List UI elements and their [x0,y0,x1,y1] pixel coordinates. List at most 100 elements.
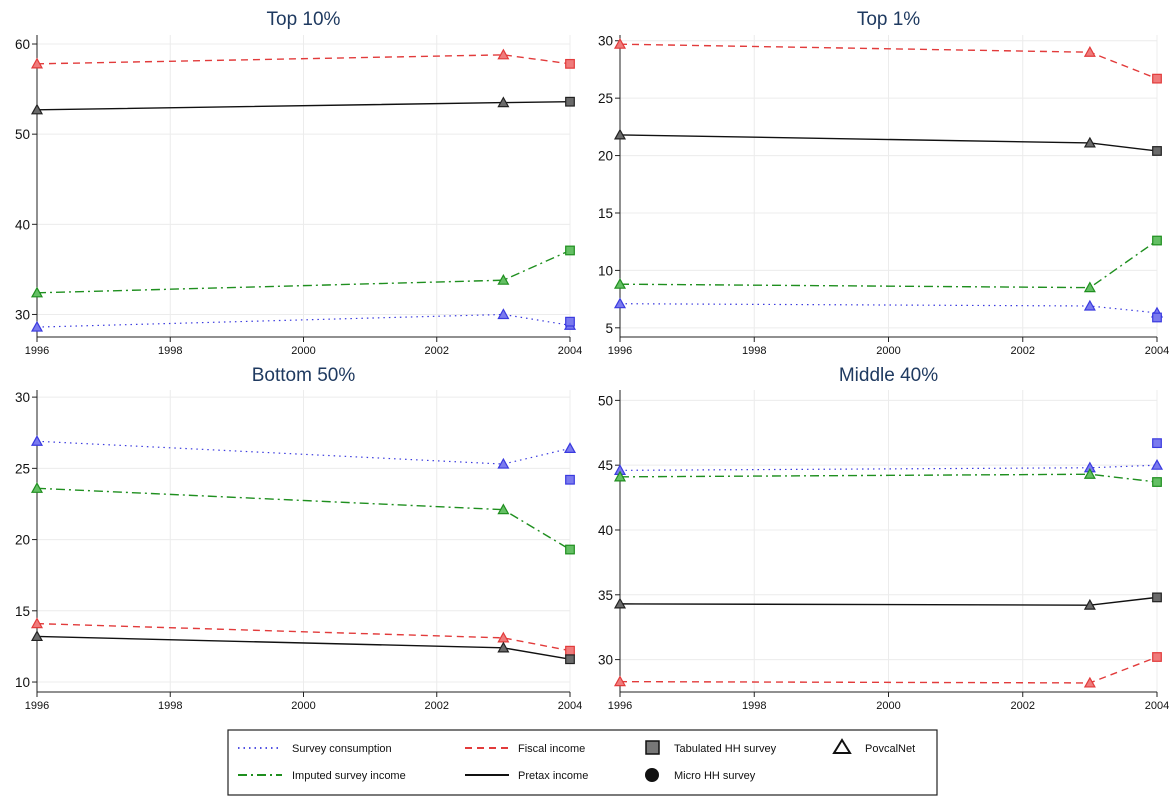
data-point-survey-consumption [1150,458,1164,470]
legend-circle-icon [645,768,659,782]
data-point-fiscal-income [613,37,627,49]
legend-item-survey-consumption: Survey consumption [238,743,392,755]
data-point-imputed-survey-income [565,245,575,256]
x-tick-label: 2000 [291,345,315,357]
data-point-survey-consumption [497,457,510,469]
legend-triangle-icon [832,738,852,754]
data-point-survey-consumption [30,320,44,332]
data-point-fiscal-income [1152,73,1162,84]
legend-label: PovcalNet [865,743,915,755]
series-line-imputed-survey-income [36,487,571,551]
x-tick-label: 1998 [742,345,766,357]
y-tick-label: 30 [598,653,613,668]
panel-bottom-50: 10 15 20 25 30 1996 1998 2000 2002 2004 Bottom 50% [15,365,582,712]
series-line-survey-consumption [36,440,571,465]
data-point-pretax-income [30,630,44,642]
legend-item-povcalnet: PovcalNet [832,738,915,755]
data-point-imputed-survey-income [30,482,44,493]
y-tick-label: 20 [15,533,30,548]
data-point-imputed-survey-income [497,273,510,285]
x-tick-label: 2004 [558,345,582,357]
legend: Survey consumption Fiscal income Tabulated… [227,729,938,796]
data-point-imputed-survey-income [1083,468,1096,479]
data-point-fiscal-income [1083,676,1096,688]
x-tick-label: 2002 [425,700,449,712]
legend-label: Tabulated HH survey [674,743,777,755]
panel-title: Middle 40% [839,365,938,386]
data-point-survey-consumption [497,308,510,320]
data-point-pretax-income [1152,146,1162,156]
data-point-fiscal-income [565,645,575,656]
x-tick-label: 1998 [158,345,182,357]
data-point-fiscal-income [497,631,510,643]
data-point-imputed-survey-income [1152,235,1162,246]
data-point-pretax-income [613,128,627,140]
data-point-survey-consumption [30,435,44,446]
x-tick-label: 2002 [1011,345,1035,357]
data-point-survey-consumption [1152,438,1162,449]
y-tick-label: 30 [15,390,30,405]
y-tick-label: 50 [598,393,613,408]
data-point-pretax-income [1152,592,1162,603]
data-point-pretax-income [497,96,510,108]
y-tick-label: 15 [598,206,613,221]
legend-item-tabulated-hh-survey: Tabulated HH survey [645,740,777,755]
y-tick-label: 5 [605,321,613,336]
x-tick-label: 1998 [158,700,182,712]
data-point-imputed-survey-income [30,286,44,298]
data-point-imputed-survey-income [613,277,627,289]
panel-title: Top 1% [857,9,920,30]
legend-item-micro-hh-survey: Micro HH survey [645,768,756,782]
x-tick-label: 1996 [608,345,632,357]
legend-label: Pretax income [518,770,588,782]
y-tick-label: 35 [598,588,613,603]
data-point-fiscal-income [1083,45,1096,57]
legend-item-fiscal-income: Fiscal income [465,743,585,755]
legend-label: Survey consumption [292,743,392,755]
data-point-fiscal-income [1152,652,1162,662]
y-tick-label: 30 [15,307,30,322]
y-tick-label: 30 [598,34,613,49]
x-tick-label: 1998 [742,700,766,712]
x-tick-label: 1996 [25,700,49,712]
x-tick-label: 2000 [291,700,315,712]
data-point-imputed-survey-income [1083,281,1096,293]
data-point-fiscal-income [30,57,44,69]
legend-box [227,729,938,796]
y-tick-label: 25 [15,461,30,476]
y-tick-label: 10 [15,675,30,690]
y-tick-label: 40 [15,217,30,232]
data-point-pretax-income [30,103,44,115]
data-point-imputed-survey-income [565,544,575,555]
x-tick-label: 1996 [608,700,632,712]
panel-top-10: 30 40 50 60 1996 1998 2000 2002 2004 Top 10% [15,9,582,357]
legend-label: Imputed survey income [292,770,406,782]
x-tick-label: 2004 [1145,345,1169,357]
y-tick-label: 50 [15,127,30,142]
data-point-survey-consumption [565,474,575,485]
data-point-fiscal-income [497,48,510,60]
y-tick-label: 15 [15,604,30,619]
data-point-pretax-income [1083,136,1096,148]
data-point-imputed-survey-income [613,470,627,482]
data-point-survey-consumption [1152,312,1162,323]
data-point-fiscal-income [30,617,44,629]
panel-top-1: 5 10 15 20 25 30 1996 1998 2000 2002 2004 Top 1% [598,9,1169,357]
legend-item-imputed-survey-income: Imputed survey income [238,770,406,782]
legend-item-pretax-income: Pretax income [465,770,588,782]
data-point-survey-consumption [1083,299,1096,311]
y-tick-label: 40 [598,523,613,538]
panel-middle-40: 30 35 40 45 50 1996 1998 2000 2002 2004 Middle 40% [598,365,1169,712]
data-point-survey-consumption [613,297,627,309]
data-point-survey-consumption [563,442,577,454]
data-point-fiscal-income [565,58,575,69]
series-line-survey-consumption [36,313,571,328]
legend-square-icon [645,740,660,755]
x-tick-label: 2002 [425,345,449,357]
y-tick-label: 60 [15,37,30,52]
data-point-fiscal-income [613,675,627,687]
data-point-pretax-income [1083,598,1096,610]
x-tick-label: 2000 [876,700,900,712]
y-tick-label: 45 [598,458,613,473]
